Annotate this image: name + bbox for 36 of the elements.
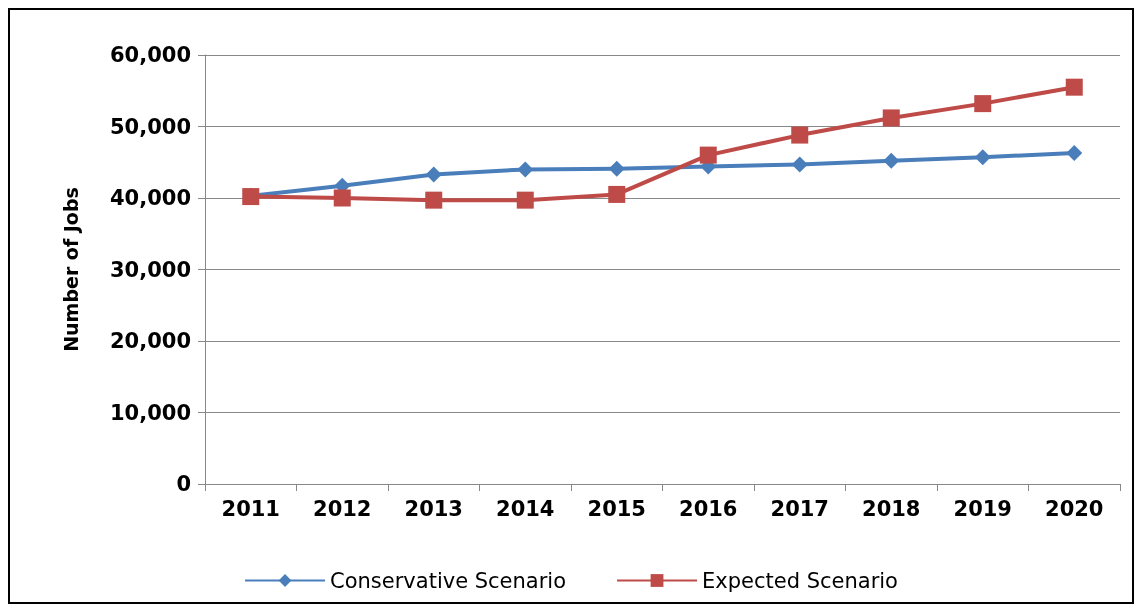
- x-tick-label: 2015: [587, 496, 646, 521]
- point: [974, 149, 991, 166]
- x-tick-label: 2020: [1045, 496, 1104, 521]
- point: [425, 191, 443, 209]
- x-tick-label: 2011: [221, 496, 280, 521]
- point: [425, 166, 442, 183]
- x-tick-label: 2019: [953, 496, 1012, 521]
- point: [608, 160, 625, 177]
- y-axis-title: Number of Jobs: [59, 187, 82, 352]
- point: [791, 156, 808, 173]
- x-tick-label: 2017: [770, 496, 829, 521]
- point: [1065, 78, 1083, 96]
- point: [883, 152, 900, 169]
- y-tick-label: 40,000: [109, 186, 191, 210]
- x-tick-label: 2012: [313, 496, 372, 521]
- legend-label: Conservative Scenario: [330, 568, 567, 593]
- point: [333, 189, 351, 207]
- y-tick-label: 50,000: [109, 114, 191, 139]
- x-tick-label: 2014: [496, 496, 555, 521]
- y-tick-label: 20,000: [109, 329, 191, 353]
- x-tick-label: 2013: [404, 496, 463, 521]
- point: [608, 185, 626, 203]
- y-tick-label: 10,000: [109, 400, 191, 425]
- y-tick-label: 60,000: [109, 43, 191, 67]
- point: [699, 146, 717, 164]
- x-tick-label: 2016: [679, 496, 738, 521]
- y-tick-label: 0: [176, 472, 191, 496]
- point: [882, 109, 900, 127]
- point: [791, 126, 809, 144]
- point: [974, 95, 992, 113]
- point: [516, 191, 534, 209]
- legend-label: Expected Scenario: [702, 568, 898, 593]
- y-tick-label: 30,000: [109, 257, 191, 282]
- point: [1066, 144, 1083, 161]
- point: [517, 161, 534, 178]
- x-tick-label: 2018: [862, 496, 921, 521]
